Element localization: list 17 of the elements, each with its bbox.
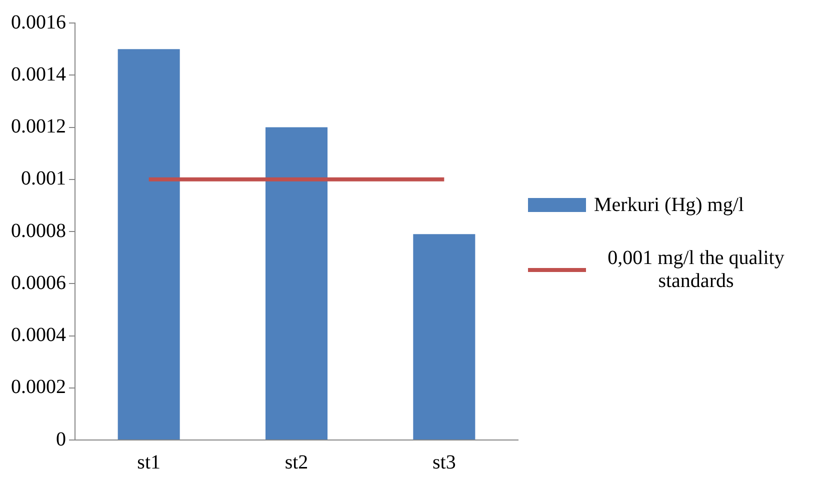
- x-tick-label: st3: [432, 451, 456, 474]
- y-tick-label: 0.0004: [11, 324, 66, 346]
- x-tick-label: st1: [137, 451, 161, 474]
- y-tick-label: 0.0014: [11, 63, 66, 86]
- bar: [265, 127, 328, 440]
- legend-label: Merkuri (Hg) mg/l: [594, 194, 744, 216]
- y-tick-label: 0.0002: [11, 376, 66, 398]
- y-tick-label: 0.0006: [11, 272, 66, 294]
- bar: [118, 49, 180, 440]
- y-tick-label: 0.0012: [11, 116, 66, 138]
- y-tick-label: 0: [56, 428, 66, 450]
- legend-label: 0,001 mg/l the quality standards: [606, 246, 786, 292]
- y-tick-label: 0.0016: [11, 11, 66, 34]
- bar: [413, 234, 476, 440]
- y-tick-label: 0.001: [21, 168, 66, 190]
- y-tick-label: 0.0008: [11, 220, 66, 242]
- x-tick-label: st2: [284, 451, 308, 474]
